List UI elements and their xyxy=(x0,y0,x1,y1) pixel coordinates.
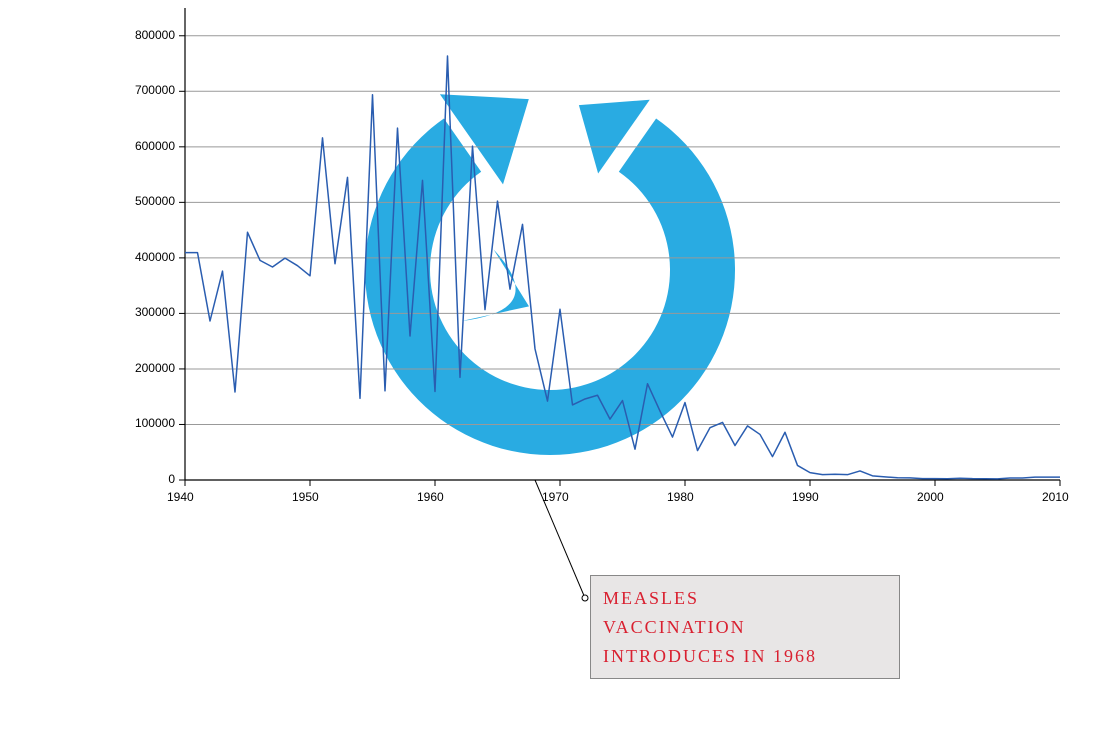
annotation-callout: MEASLES VACCINATION INTRODUCES IN 1968 xyxy=(590,575,900,679)
y-tick-label: 100000 xyxy=(135,416,175,430)
y-tick-label: 300000 xyxy=(135,305,175,319)
x-tick-label: 2000 xyxy=(917,490,944,504)
annotation-line-3: INTRODUCES IN 1968 xyxy=(603,642,887,671)
y-tick-label: 0 xyxy=(168,472,175,486)
x-tick-label: 1980 xyxy=(667,490,694,504)
x-tick-label: 1960 xyxy=(417,490,444,504)
annotation-line-2: VACCINATION xyxy=(603,613,887,642)
annotation-line-1: MEASLES xyxy=(603,584,887,613)
x-tick-label: 1990 xyxy=(792,490,819,504)
y-tick-label: 200000 xyxy=(135,361,175,375)
y-tick-label: 400000 xyxy=(135,250,175,264)
x-tick-label: 2010 xyxy=(1042,490,1069,504)
x-tick-label: 1940 xyxy=(167,490,194,504)
y-tick-label: 600000 xyxy=(135,139,175,153)
y-tick-label: 700000 xyxy=(135,83,175,97)
y-tick-label: 800000 xyxy=(135,28,175,42)
x-tick-label: 1970 xyxy=(542,490,569,504)
x-tick-label: 1950 xyxy=(292,490,319,504)
chart-container: MEASLES VACCINATION INTRODUCES IN 1968 0… xyxy=(0,0,1100,735)
y-tick-label: 500000 xyxy=(135,194,175,208)
